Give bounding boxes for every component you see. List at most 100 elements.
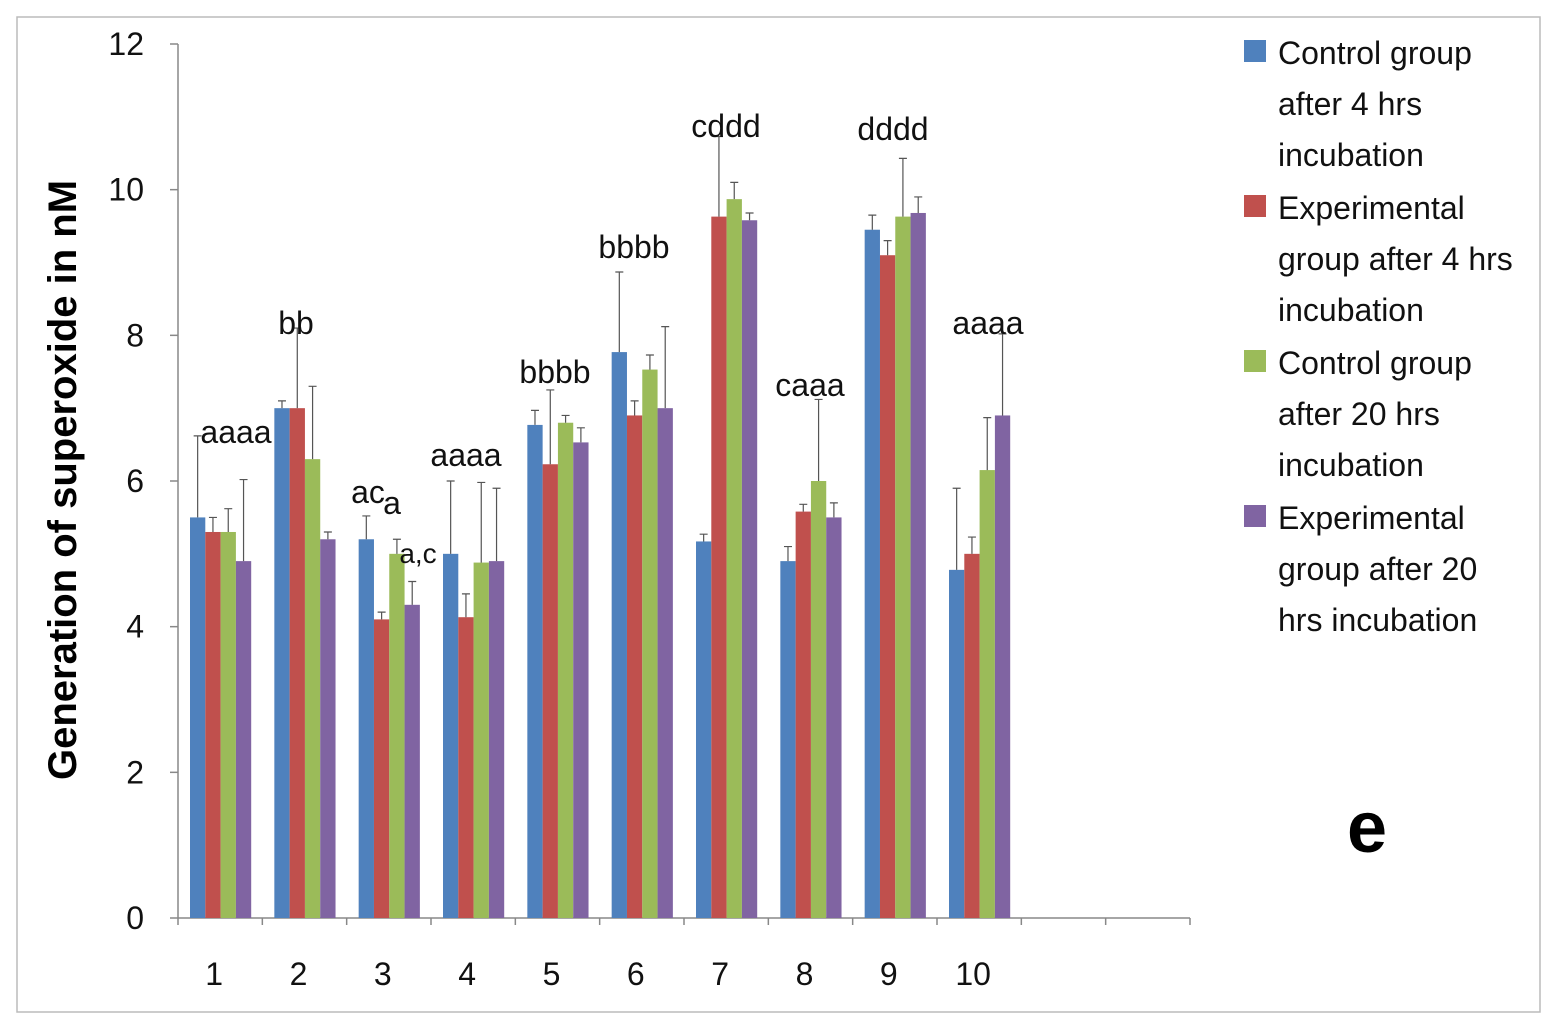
bar [626, 415, 643, 918]
legend-swatch [1244, 40, 1266, 62]
legend-label: Control group after 20 hrs incubation [1278, 345, 1472, 483]
error-bar [730, 181, 739, 200]
bar [826, 517, 842, 918]
bar [994, 415, 1011, 918]
legend-item: Experimental group after 4 hrs incubatio… [1244, 183, 1526, 336]
x-tick-label: 8 [796, 956, 814, 992]
legend-swatch [1244, 350, 1266, 372]
error-bar [546, 389, 555, 465]
legend-label: Control group after 4 hrs incubation [1278, 35, 1472, 173]
error-bar [998, 333, 1007, 416]
error-bar [408, 580, 417, 605]
bar [443, 553, 459, 918]
error-bar [362, 515, 371, 540]
frame [16, 16, 1541, 1013]
error-bar [630, 400, 639, 416]
error-bar [576, 427, 585, 443]
y-tick-label: 10 [108, 172, 144, 208]
bar [274, 408, 290, 918]
bar [573, 442, 589, 918]
bar [895, 216, 911, 919]
annotation: dddd [857, 111, 928, 147]
y-tick-label: 2 [126, 754, 144, 790]
bar [289, 408, 305, 918]
error-bar [952, 487, 961, 570]
error-bar [883, 240, 892, 256]
error-bar [967, 536, 976, 554]
y-tick-label: 6 [126, 463, 144, 499]
y-tick-label: 4 [126, 609, 144, 645]
error-bar [308, 385, 317, 460]
error-bar [783, 545, 792, 562]
error-bar [239, 478, 248, 562]
error-bar [745, 212, 754, 221]
x-tick-label: 5 [543, 956, 561, 992]
bar [949, 569, 965, 918]
error-bar [208, 516, 217, 532]
annotation: aaaa [952, 305, 1023, 341]
bar [795, 511, 811, 918]
annotation: bbbb [598, 229, 669, 265]
bar [964, 553, 980, 918]
legend-item: Experimental group after 20 hrs incubati… [1244, 493, 1526, 646]
bar [220, 531, 236, 918]
bar [696, 541, 712, 918]
error-bar [661, 325, 670, 409]
error-bar [814, 398, 823, 481]
annotation: caaa [775, 367, 845, 403]
bar [810, 481, 827, 918]
bar [389, 553, 405, 918]
bar [358, 539, 374, 918]
bar [458, 617, 474, 918]
legend-item: Control group after 20 hrs incubation [1244, 338, 1526, 491]
x-tick-label: 6 [627, 956, 645, 992]
bar [726, 199, 742, 918]
bar [979, 470, 995, 918]
annotation: aaaa [430, 437, 501, 473]
x-tick-label: 7 [711, 956, 729, 992]
error-bar [446, 480, 455, 554]
error-bar [323, 531, 332, 540]
error-bar [699, 533, 708, 542]
y-tick-label: 8 [126, 317, 144, 353]
error-bar [477, 481, 486, 563]
bar [611, 352, 627, 919]
error-bar [530, 409, 539, 425]
bar [527, 424, 543, 918]
error-bar [224, 508, 233, 532]
error-bar [293, 327, 302, 409]
error-bar [799, 503, 808, 512]
legend-label: Experimental group after 4 hrs incubatio… [1278, 190, 1513, 328]
annotation: bb [278, 305, 314, 341]
error-bar [392, 538, 401, 554]
bar [404, 604, 420, 918]
x-tick-label: 2 [290, 956, 308, 992]
bar [910, 212, 926, 918]
bar [320, 539, 336, 918]
bar [190, 517, 206, 918]
legend-swatch [1244, 505, 1266, 527]
y-tick-label: 0 [126, 900, 144, 936]
error-bar [492, 487, 501, 562]
bar [488, 561, 505, 918]
error-bar [983, 417, 992, 471]
error-bar [868, 214, 877, 230]
error-bar [714, 135, 723, 217]
legend-item: Control group after 4 hrs incubation [1244, 28, 1526, 181]
error-bar [914, 196, 923, 213]
legend: Control group after 4 hrs incubation Expe… [1244, 28, 1544, 648]
x-tick-label: 9 [880, 956, 898, 992]
bar [780, 561, 796, 918]
bar [711, 216, 727, 919]
annotation: cddd [691, 108, 760, 144]
y-tick-label: 12 [108, 26, 144, 62]
x-tick-label: 10 [955, 956, 991, 992]
bar [642, 369, 658, 918]
legend-label: Experimental group after 20 hrs incubati… [1278, 500, 1478, 638]
x-tick-label: 3 [374, 956, 392, 992]
error-bar [645, 354, 654, 370]
bar [557, 422, 574, 918]
y-axis-label: Generation of superoxide in nM [41, 180, 85, 780]
